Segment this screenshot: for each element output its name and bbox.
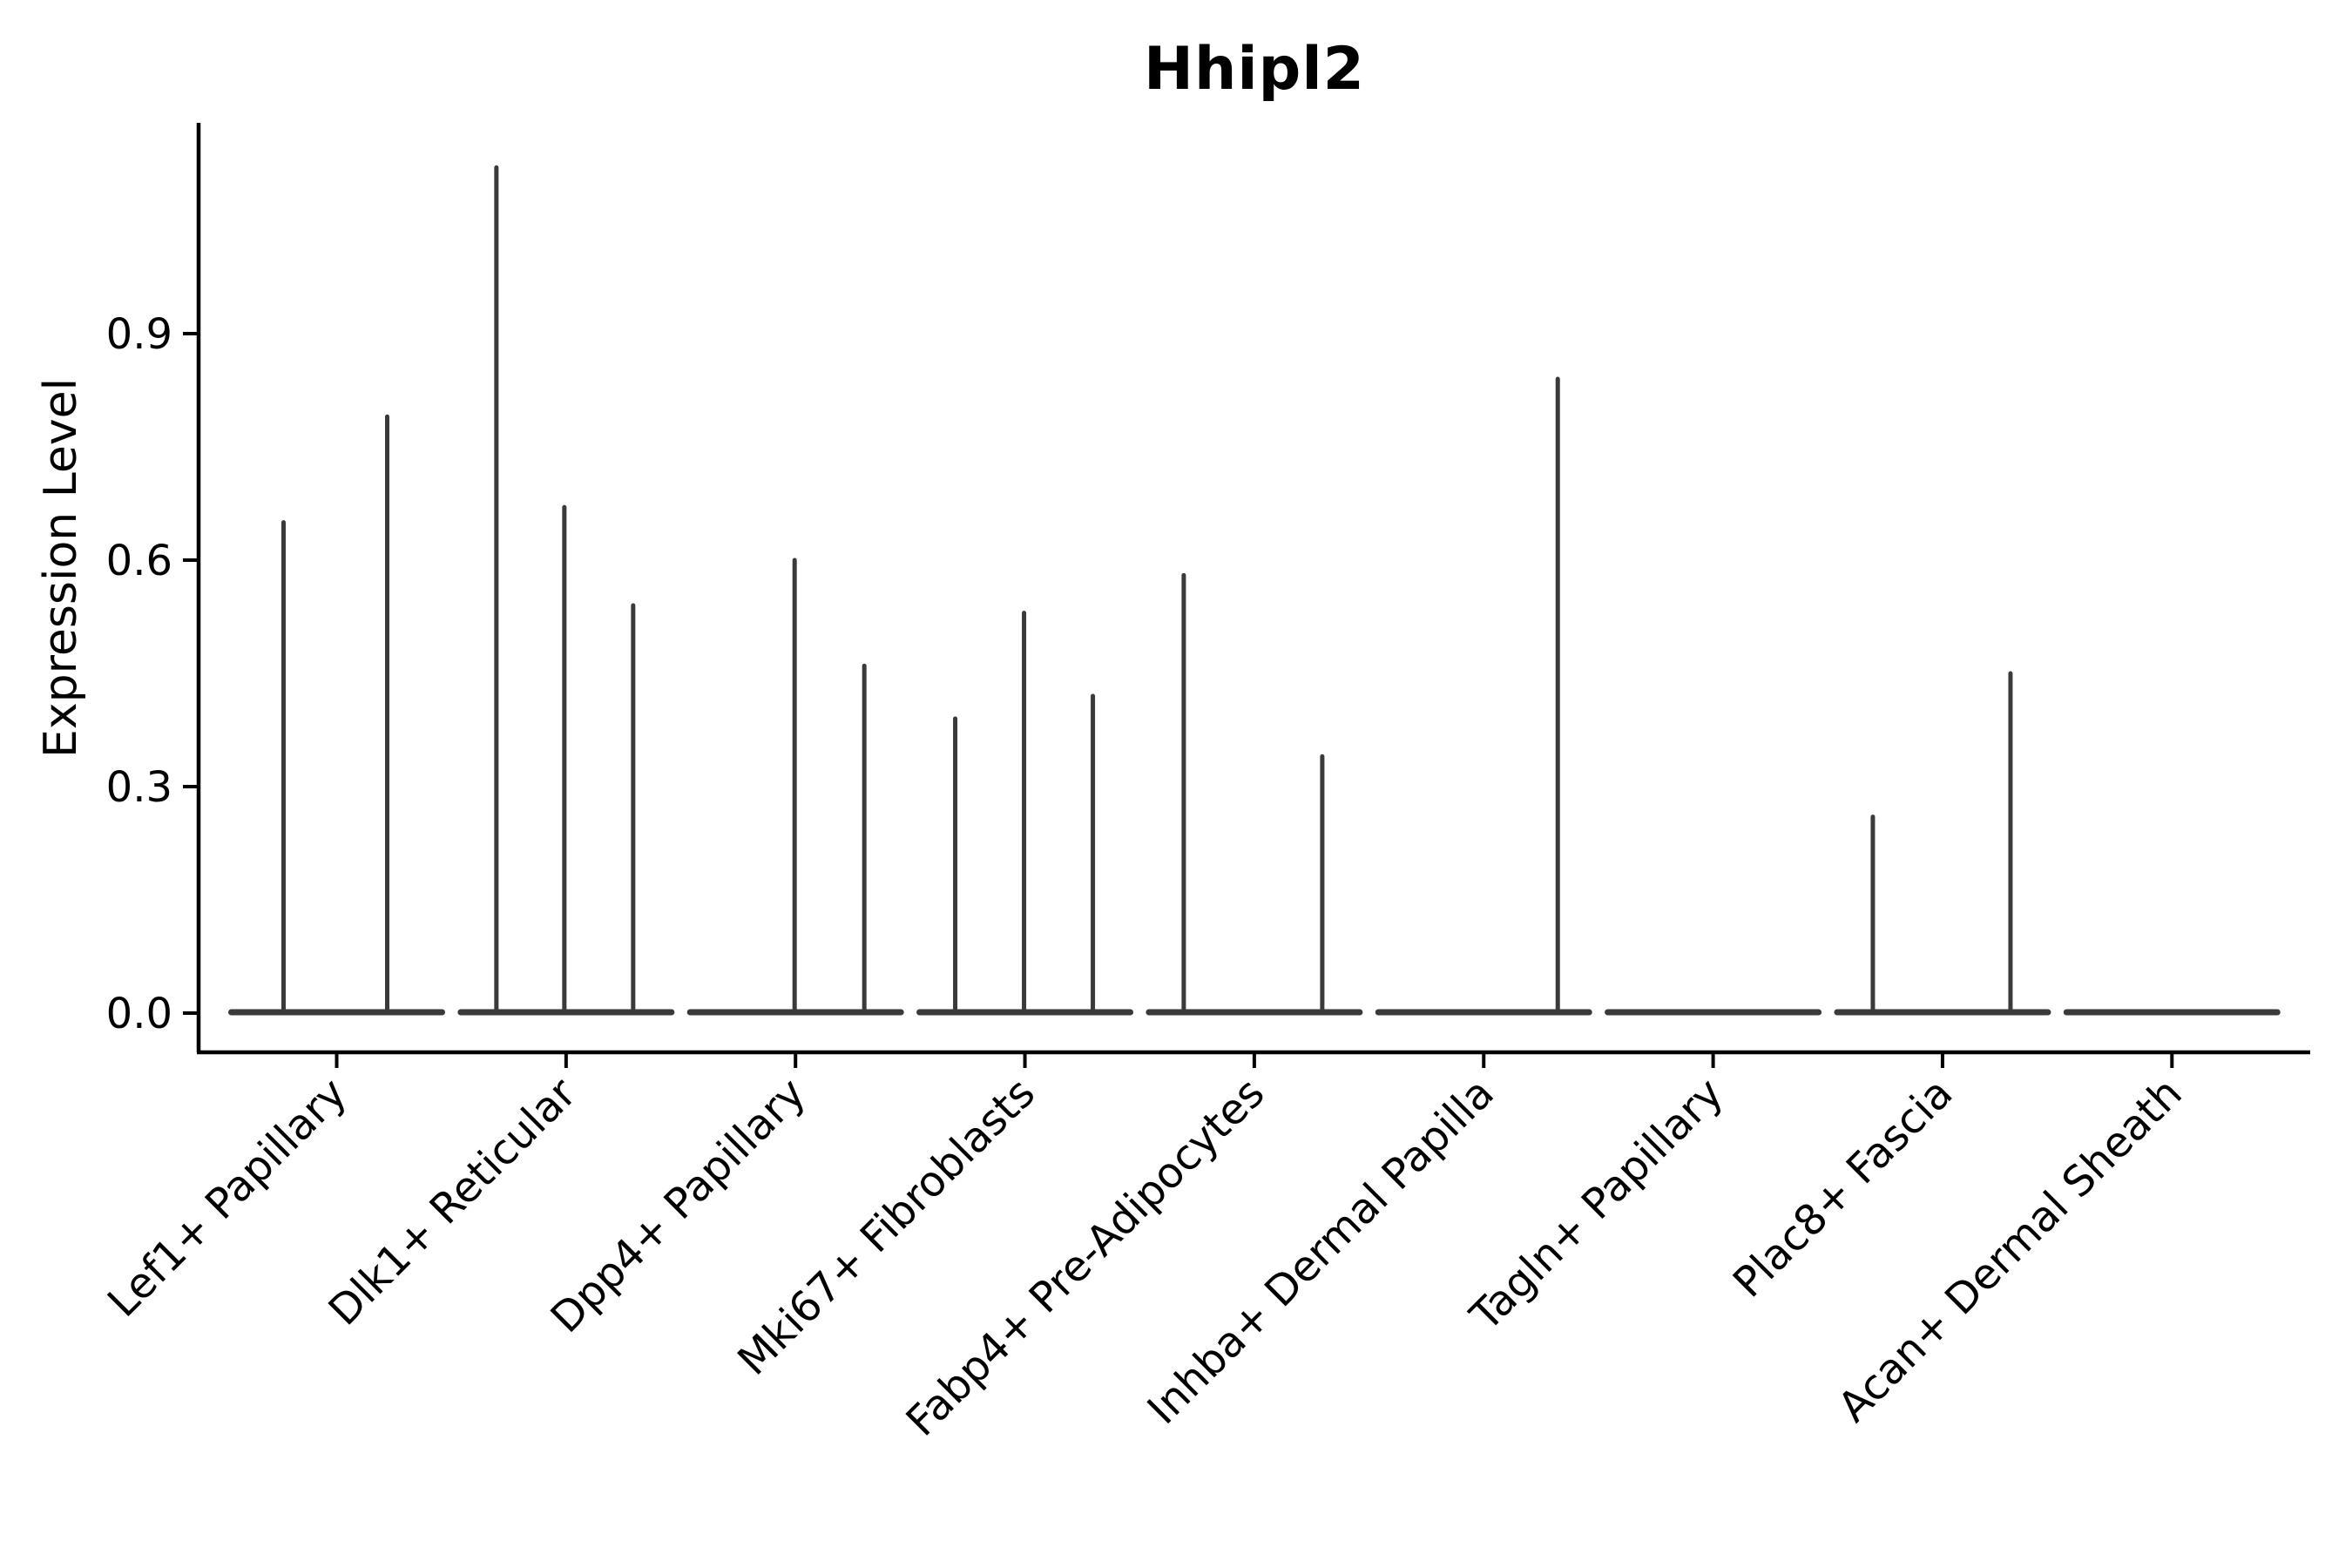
y-tick-label: 0.0 xyxy=(106,990,172,1038)
y-tick-label: 0.9 xyxy=(106,310,172,359)
x-axis-label: Tagln+ Papillary xyxy=(1461,1069,1733,1341)
x-axis-label: Dlk1+ Reticular xyxy=(320,1069,586,1335)
y-tick-label: 0.6 xyxy=(106,537,172,585)
x-axis-label: Lef1+ Papillary xyxy=(98,1069,356,1327)
x-axis-label: Plac8+ Fascia xyxy=(1724,1069,1963,1308)
y-tick-label: 0.3 xyxy=(106,763,172,812)
x-axis-label: Dpp4+ Papillary xyxy=(542,1069,815,1342)
chart-title: Hhipl2 xyxy=(1144,35,1365,104)
